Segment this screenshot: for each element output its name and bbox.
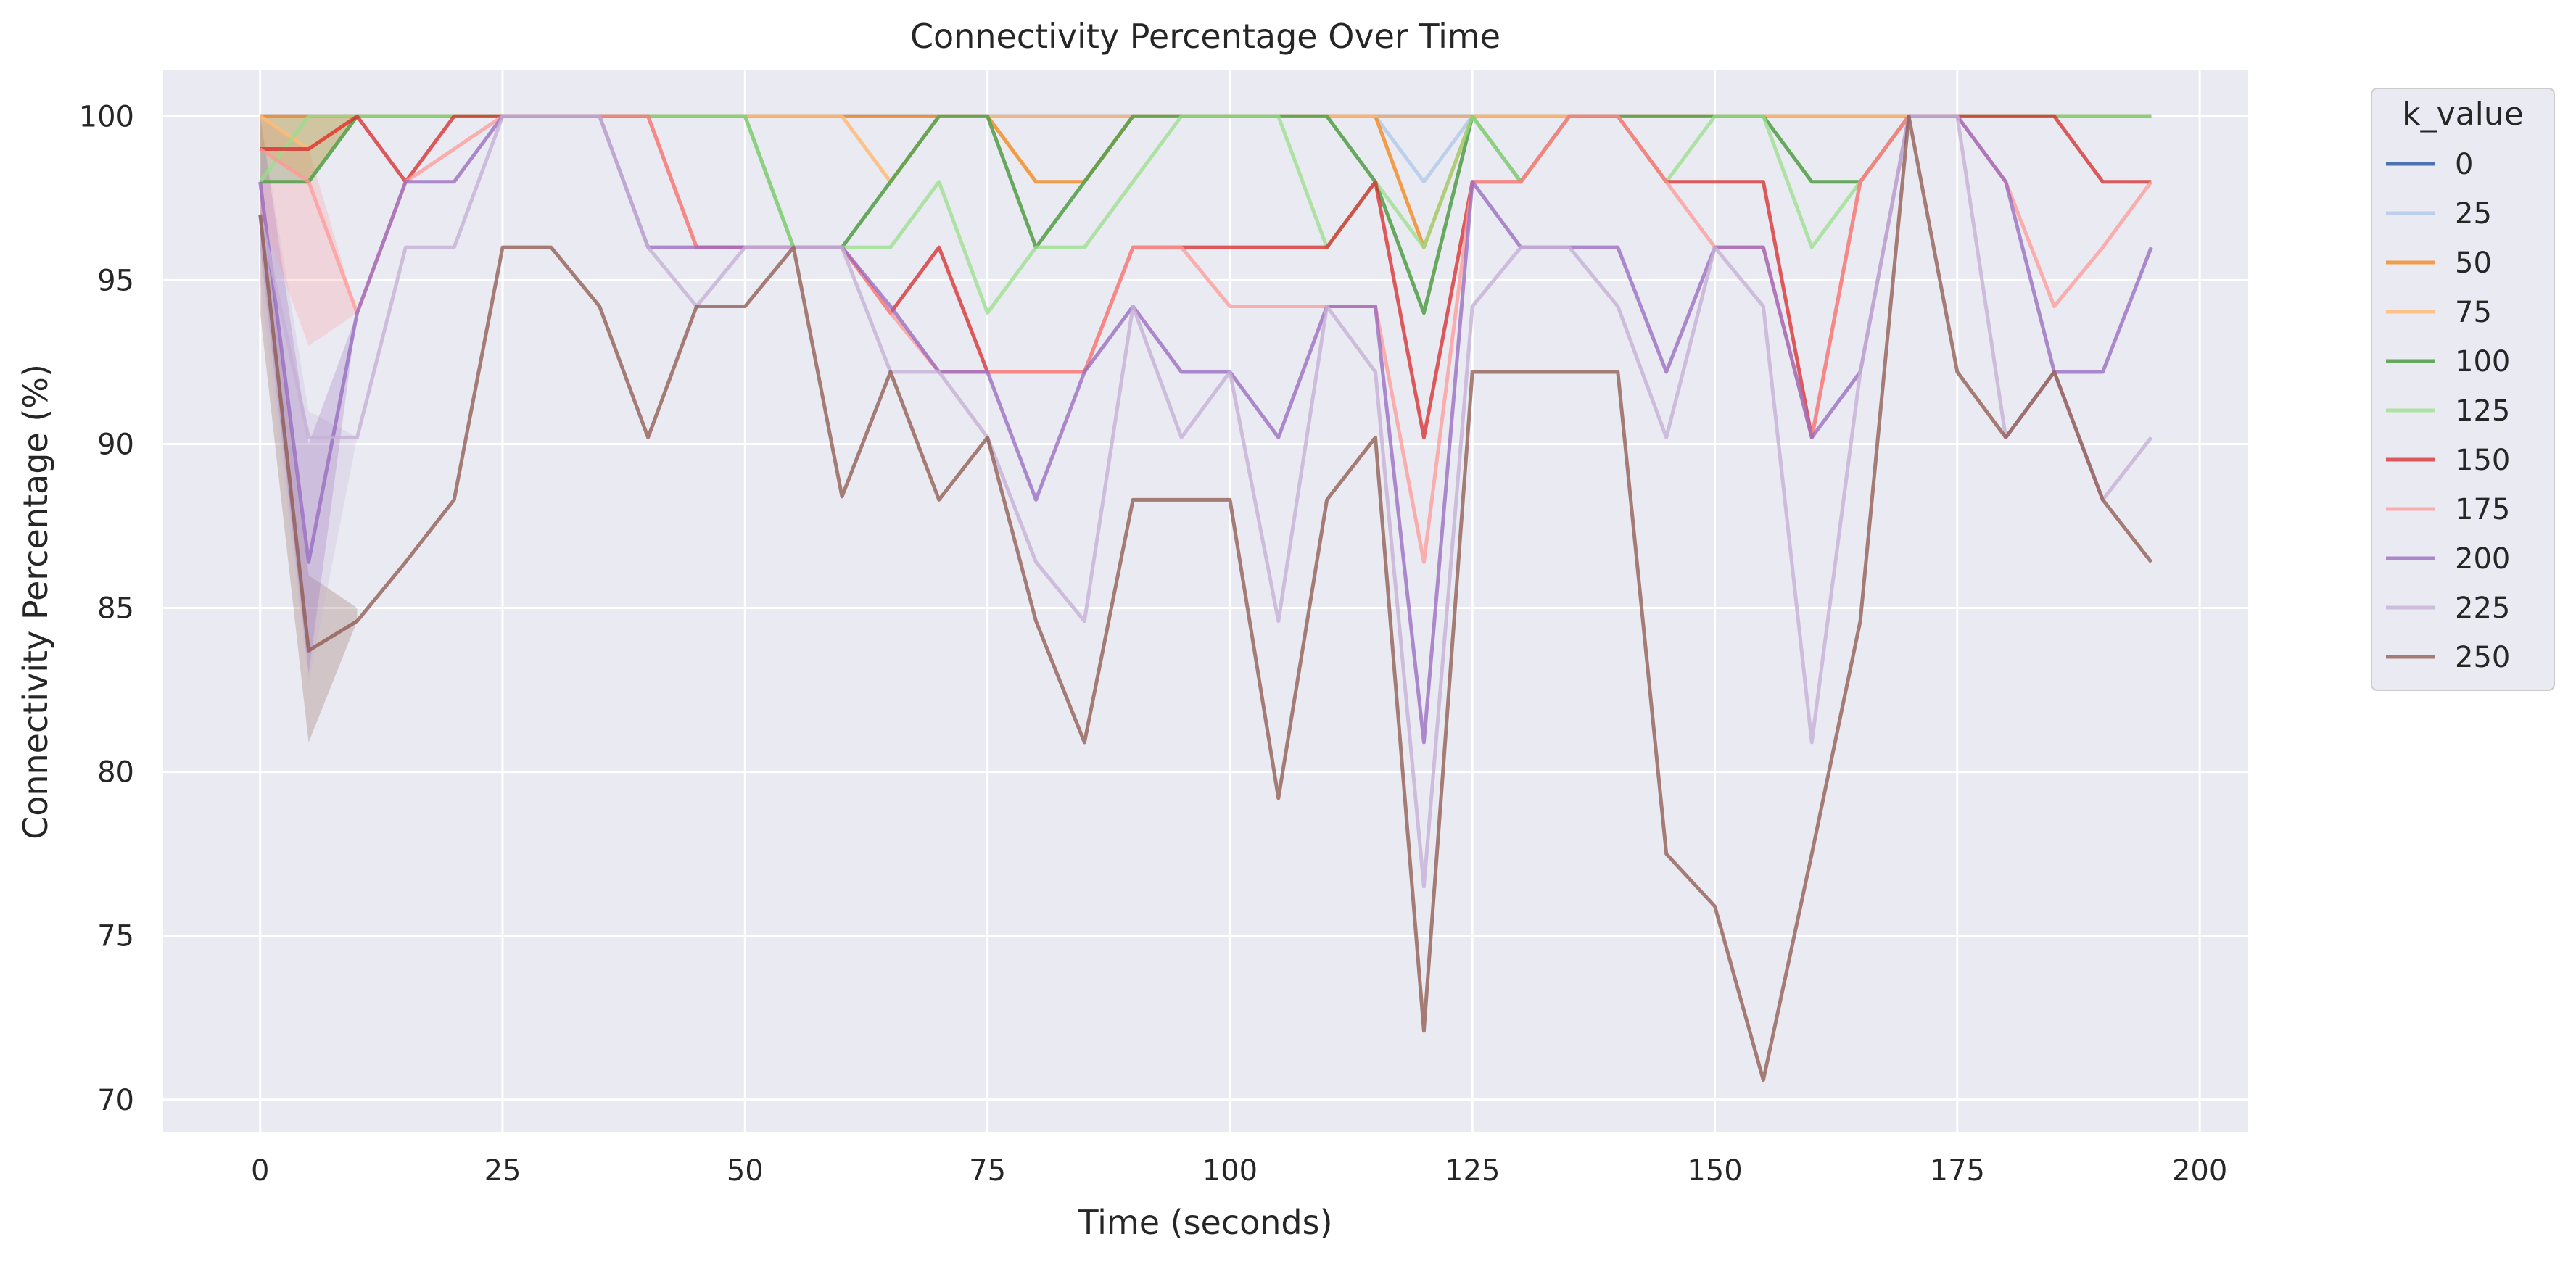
legend-label-100: 100 bbox=[2455, 345, 2510, 378]
legend-label-25: 25 bbox=[2455, 197, 2492, 231]
y-tick-label: 90 bbox=[97, 428, 134, 461]
y-axis-title: Connectivity Percentage (%) bbox=[16, 364, 55, 840]
legend-label-0: 0 bbox=[2455, 148, 2473, 181]
x-tick-label: 100 bbox=[1202, 1154, 1258, 1188]
confidence-band-250 bbox=[260, 181, 358, 742]
y-tick-label: 100 bbox=[79, 100, 134, 133]
y-tick-label: 75 bbox=[97, 920, 134, 953]
x-tick-label: 0 bbox=[251, 1154, 269, 1188]
series-line-225 bbox=[258, 114, 2153, 889]
plot-background bbox=[163, 70, 2248, 1132]
y-tick-labels: 70 75 80 85 90 95 100 bbox=[79, 100, 134, 1117]
confidence-band-225 bbox=[260, 116, 358, 684]
series-line-250 bbox=[258, 114, 2153, 1082]
legend-label-150: 150 bbox=[2455, 444, 2510, 477]
x-axis-title: Time (seconds) bbox=[1077, 1203, 1332, 1242]
legend-label-125: 125 bbox=[2455, 394, 2510, 428]
legend-label-200: 200 bbox=[2455, 542, 2510, 576]
x-tick-labels: 0 25 50 75 100 125 150 175 200 bbox=[251, 1154, 2227, 1188]
legend-label-50: 50 bbox=[2455, 247, 2492, 280]
x-tick-label: 125 bbox=[1445, 1154, 1500, 1188]
legend-label-75: 75 bbox=[2455, 296, 2492, 329]
legend-label-250: 250 bbox=[2455, 641, 2510, 674]
confidence-band-175 bbox=[260, 116, 358, 346]
y-tick-label: 80 bbox=[97, 756, 134, 790]
series-lines bbox=[258, 114, 2153, 1082]
legend-title: k_value bbox=[2402, 96, 2524, 133]
legend-items: 0 25 50 75 100 125 150 175 200 225 250 bbox=[2386, 148, 2510, 674]
x-tick-label: 75 bbox=[969, 1154, 1006, 1188]
y-tick-label: 70 bbox=[97, 1084, 134, 1117]
x-tick-label: 200 bbox=[2172, 1154, 2227, 1188]
x-tick-label: 25 bbox=[484, 1154, 521, 1188]
legend: k_value 0 25 50 75 100 125 150 175 200 225 250 bbox=[2371, 88, 2555, 691]
x-tick-label: 150 bbox=[1687, 1154, 1742, 1188]
x-tick-label: 175 bbox=[1930, 1154, 1985, 1188]
x-tick-label: 50 bbox=[727, 1154, 764, 1188]
y-tick-label: 95 bbox=[97, 264, 134, 297]
legend-label-225: 225 bbox=[2455, 592, 2510, 625]
chart-title: Connectivity Percentage Over Time bbox=[910, 17, 1500, 56]
legend-box bbox=[2371, 88, 2555, 691]
y-tick-label: 85 bbox=[97, 592, 134, 626]
legend-label-175: 175 bbox=[2455, 493, 2510, 526]
grid bbox=[163, 70, 2248, 1132]
